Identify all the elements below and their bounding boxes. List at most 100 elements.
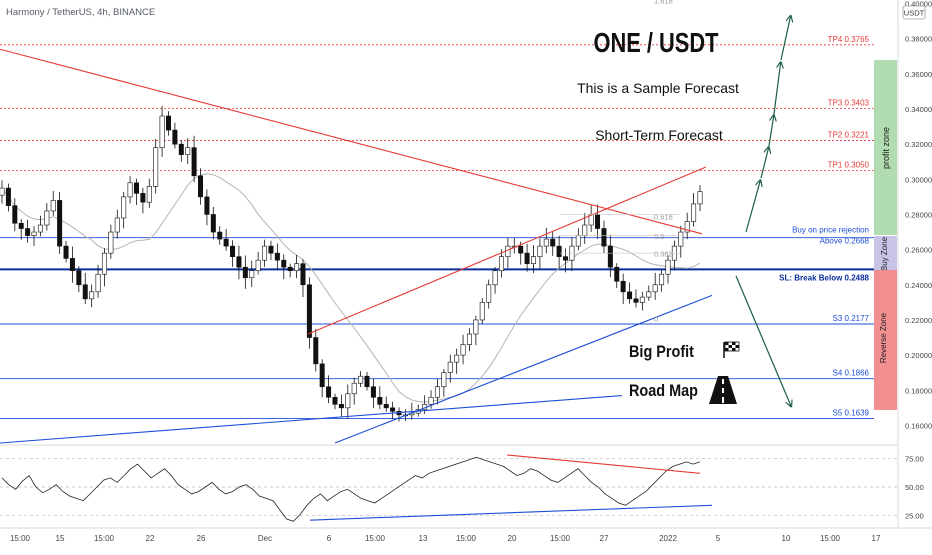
candle[interactable]	[210, 206, 216, 240]
rising-channel-top-trendline[interactable]	[307, 166, 707, 335]
candle[interactable]	[57, 191, 63, 254]
candle[interactable]	[127, 176, 133, 204]
candle[interactable]	[524, 243, 530, 272]
candle[interactable]	[531, 245, 537, 274]
candle[interactable]	[620, 273, 626, 305]
candle[interactable]	[563, 248, 569, 273]
candle[interactable]	[69, 246, 75, 283]
candle[interactable]	[101, 248, 107, 287]
candle[interactable]	[614, 263, 620, 289]
candle[interactable]	[223, 229, 229, 251]
candle[interactable]	[460, 334, 466, 365]
candle[interactable]	[300, 259, 306, 298]
candle[interactable]	[390, 401, 396, 420]
candle[interactable]	[262, 239, 268, 267]
candle[interactable]	[313, 328, 319, 372]
candle[interactable]	[646, 285, 652, 301]
candle[interactable]	[556, 235, 562, 269]
rsi-pane[interactable]	[0, 447, 898, 527]
candle[interactable]	[12, 198, 18, 232]
candle[interactable]	[204, 189, 210, 226]
candle[interactable]	[249, 260, 255, 287]
candle[interactable]	[50, 190, 56, 216]
candle[interactable]	[217, 226, 223, 245]
candle[interactable]	[159, 105, 165, 157]
candle[interactable]	[466, 328, 472, 352]
candle[interactable]	[185, 138, 191, 164]
candle[interactable]	[633, 289, 639, 308]
candle[interactable]	[268, 240, 274, 261]
candle[interactable]	[550, 231, 556, 256]
candle[interactable]	[351, 377, 357, 405]
candle[interactable]	[358, 371, 364, 388]
candle[interactable]	[697, 185, 703, 212]
candle[interactable]	[447, 354, 453, 383]
candle[interactable]	[18, 219, 24, 240]
candle[interactable]	[338, 394, 344, 418]
candle[interactable]	[133, 178, 139, 206]
candle[interactable]	[691, 193, 697, 227]
candle[interactable]	[95, 264, 101, 298]
candle[interactable]	[140, 187, 146, 214]
candle[interactable]	[236, 245, 242, 280]
candle[interactable]	[287, 263, 293, 278]
candle[interactable]	[659, 270, 665, 292]
candle[interactable]	[25, 219, 31, 243]
rising-support-trendline[interactable]	[334, 294, 713, 444]
candle[interactable]	[121, 192, 127, 229]
candle[interactable]	[652, 272, 658, 300]
candle[interactable]	[678, 225, 684, 258]
candle[interactable]	[665, 255, 671, 284]
candle[interactable]	[274, 243, 280, 271]
candle[interactable]	[486, 279, 492, 309]
candle[interactable]	[165, 111, 171, 136]
candle[interactable]	[89, 284, 95, 308]
descending-resistance-trendline[interactable]	[0, 48, 703, 235]
candle[interactable]	[364, 371, 370, 391]
candle[interactable]	[627, 282, 633, 304]
candle[interactable]	[332, 393, 338, 410]
rsi-support-line[interactable]	[309, 504, 713, 521]
candle[interactable]	[153, 138, 159, 194]
candle[interactable]	[76, 266, 82, 293]
candle[interactable]	[639, 291, 645, 311]
candle[interactable]	[108, 224, 114, 259]
candle[interactable]	[255, 251, 261, 275]
candle[interactable]	[63, 241, 69, 263]
price-pane[interactable]	[0, 0, 898, 443]
candle[interactable]	[198, 168, 204, 205]
candle[interactable]	[146, 178, 152, 208]
rsi-line[interactable]	[1, 456, 701, 522]
candle[interactable]	[294, 255, 300, 279]
candle[interactable]	[479, 298, 485, 325]
candle[interactable]	[345, 384, 351, 420]
candle[interactable]	[498, 249, 504, 278]
long-support-trendline[interactable]	[0, 394, 623, 444]
candle[interactable]	[543, 227, 549, 254]
candle[interactable]	[5, 183, 11, 212]
rsi-bearish-divergence-line[interactable]	[506, 454, 701, 474]
candle[interactable]	[537, 238, 543, 269]
currency-badge-box[interactable]	[902, 5, 926, 20]
candle[interactable]	[492, 266, 498, 294]
candle[interactable]	[441, 369, 447, 397]
candle[interactable]	[172, 122, 178, 149]
candle[interactable]	[306, 277, 312, 349]
candle[interactable]	[518, 241, 524, 265]
candle[interactable]	[178, 140, 184, 162]
candle[interactable]	[607, 234, 613, 278]
candle[interactable]	[31, 226, 37, 246]
candle[interactable]	[383, 396, 389, 412]
candle[interactable]	[326, 375, 332, 404]
candle[interactable]	[370, 378, 376, 409]
candle[interactable]	[473, 315, 479, 346]
currency-badge[interactable]: USDT	[904, 9, 925, 18]
candle[interactable]	[242, 255, 248, 289]
candle[interactable]	[281, 254, 287, 280]
candle[interactable]	[454, 348, 460, 374]
candle[interactable]	[684, 212, 690, 240]
candle[interactable]	[0, 180, 5, 204]
candle[interactable]	[82, 272, 88, 305]
